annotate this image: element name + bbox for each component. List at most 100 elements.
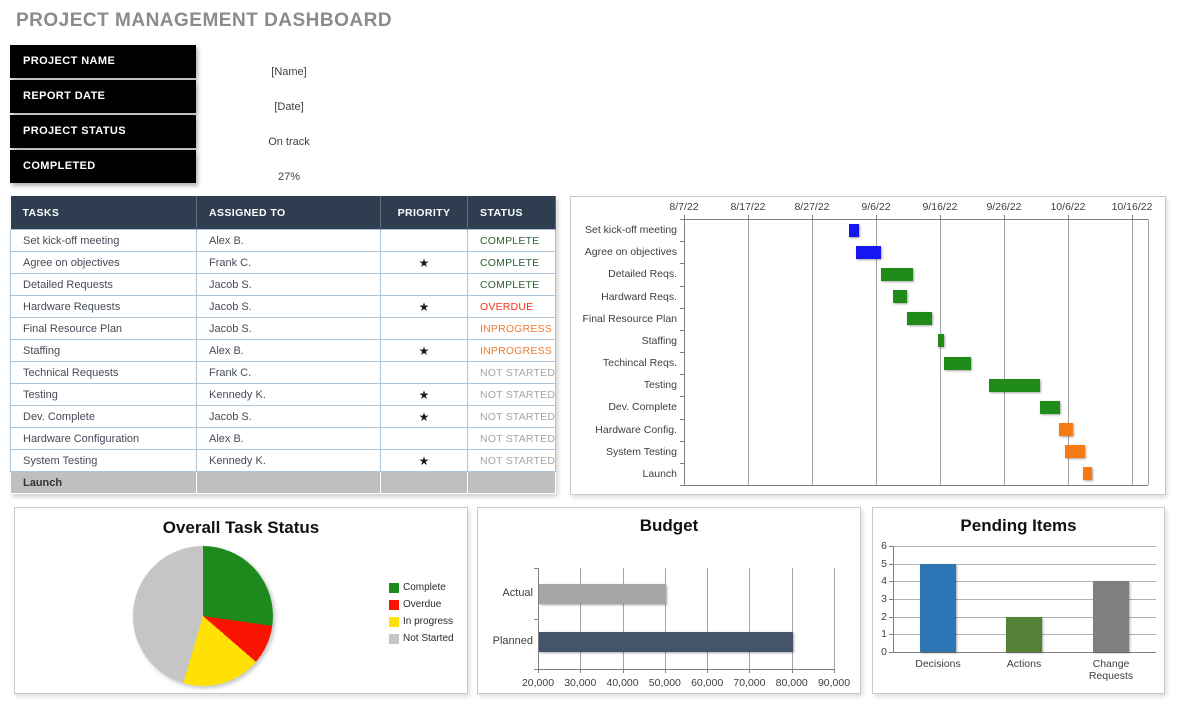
status-cell[interactable] <box>466 471 557 494</box>
gantt-gridline <box>876 219 877 485</box>
gantt-gridline <box>940 219 941 485</box>
priority-cell[interactable] <box>380 471 468 494</box>
assigned-cell[interactable]: Jacob S. <box>196 317 381 340</box>
gantt-y-tick <box>680 352 684 353</box>
budget-gridline <box>580 568 582 669</box>
budget-gridline <box>791 568 793 669</box>
status-cell[interactable]: COMPLETE <box>466 229 557 252</box>
task-cell[interactable]: System Testing <box>10 449 197 472</box>
gantt-date-label: 8/7/22 <box>669 201 699 213</box>
status-cell[interactable]: NOT STARTED <box>466 383 557 406</box>
priority-cell[interactable] <box>380 273 468 296</box>
gantt-chart-panel[interactable]: 8/7/22 8/17/22 8/27/22 9/6/22 9/16/22 9/26/22… <box>570 196 1166 495</box>
status-cell[interactable]: NOT STARTED <box>466 449 557 472</box>
pending-category-actions: Actions <box>1006 658 1042 670</box>
budget-tick-label: 70,000 <box>733 677 766 689</box>
task-cell[interactable]: Testing <box>10 383 197 406</box>
gantt-y-axis <box>684 219 685 485</box>
gantt-y-tick <box>680 219 684 220</box>
task-cell[interactable]: Detailed Requests <box>10 273 197 296</box>
budget-category-actual: Actual <box>502 587 533 599</box>
status-cell[interactable]: NOT STARTED <box>466 361 557 384</box>
task-cell[interactable]: Technical Requests <box>10 361 197 384</box>
assigned-cell[interactable]: Jacob S. <box>196 273 381 296</box>
task-cell[interactable]: Agree on objectives <box>10 251 197 274</box>
status-cell[interactable]: NOT STARTED <box>466 405 557 428</box>
status-cell[interactable]: INPROGRESS <box>466 317 557 340</box>
assigned-cell[interactable]: Alex B. <box>196 427 381 450</box>
task-cell[interactable]: Set kick-off meeting <box>10 229 197 252</box>
task-cell[interactable]: Staffing <box>10 339 197 362</box>
table-header-row: TASKS ASSIGNED TO PRIORITY STATUS <box>10 196 557 230</box>
legend-label: Not Started <box>403 633 454 644</box>
pending-y-label: 6 <box>881 540 887 552</box>
budget-x-tick <box>834 669 835 673</box>
assigned-cell[interactable]: Jacob S. <box>196 405 381 428</box>
task-cell[interactable]: Launch <box>10 471 197 494</box>
budget-tick-label: 30,000 <box>564 677 597 689</box>
task-cell[interactable]: Hardware Requests <box>10 295 197 318</box>
priority-cell[interactable] <box>380 361 468 384</box>
priority-cell[interactable]: ★ <box>380 251 468 274</box>
gantt-bar <box>881 267 914 281</box>
assigned-cell[interactable]: Kennedy K. <box>196 449 381 472</box>
budget-tick-label: 60,000 <box>691 677 724 689</box>
info-label: COMPLETED <box>23 160 96 172</box>
priority-cell[interactable]: ★ <box>380 339 468 362</box>
gantt-bar <box>855 245 882 259</box>
budget-chart-panel[interactable]: Budget Actual Planned 20,000 30,000 40,000… <box>477 507 861 694</box>
status-cell[interactable]: INPROGRESS <box>466 339 557 362</box>
project-status-value[interactable]: On track <box>268 136 310 148</box>
col-header-tasks: TASKS <box>10 196 197 230</box>
priority-cell[interactable]: ★ <box>380 383 468 406</box>
budget-tick-label: 40,000 <box>606 677 639 689</box>
assigned-cell[interactable]: Alex B. <box>196 229 381 252</box>
gantt-y-tick <box>680 396 684 398</box>
priority-cell[interactable]: ★ <box>380 405 468 428</box>
pending-y-label: 1 <box>881 628 887 641</box>
task-status-pie-panel[interactable]: Overall Task Status Complete Overdue In … <box>14 507 468 694</box>
report-date-value[interactable]: [Date] <box>274 101 304 113</box>
budget-y-tick <box>534 568 538 569</box>
info-label: PROJECT STATUS <box>23 125 126 137</box>
table-row: Set kick-off meeting Alex B. COMPLETE <box>10 229 557 252</box>
task-cell[interactable]: Dev. Complete <box>10 405 197 428</box>
priority-cell[interactable] <box>380 427 468 450</box>
gantt-y-tick <box>680 374 684 376</box>
status-cell[interactable]: COMPLETE <box>466 251 557 274</box>
gantt-gridline <box>1068 219 1069 485</box>
table-row: System Testing Kennedy K. ★ NOT STARTED <box>10 449 557 472</box>
priority-cell[interactable] <box>380 317 468 340</box>
task-cell[interactable]: Final Resource Plan <box>10 317 197 340</box>
priority-cell[interactable]: ★ <box>380 449 468 472</box>
assigned-cell[interactable]: Alex B. <box>196 339 381 362</box>
status-cell[interactable]: OVERDUE <box>466 295 557 318</box>
project-name-value[interactable]: [Name] <box>271 66 307 78</box>
info-label: REPORT DATE <box>23 90 106 102</box>
priority-cell[interactable] <box>380 229 468 252</box>
task-cell[interactable]: Hardware Configuration <box>10 427 197 450</box>
gantt-top-tick <box>684 215 685 219</box>
assigned-cell[interactable]: Kennedy K. <box>196 383 381 406</box>
assigned-cell[interactable] <box>196 471 381 494</box>
completed-value[interactable]: 27% <box>277 171 301 183</box>
pending-y-tick <box>889 599 893 600</box>
pending-y-label: 2 <box>881 610 887 623</box>
priority-cell[interactable]: ★ <box>380 295 468 318</box>
status-cell[interactable]: COMPLETE <box>466 273 557 296</box>
pending-gridline <box>893 581 1156 583</box>
gantt-top-tick <box>1068 215 1069 219</box>
legend-item: Complete <box>389 582 454 593</box>
assigned-cell[interactable]: Frank C. <box>196 361 381 384</box>
assigned-cell[interactable]: Frank C. <box>196 251 381 274</box>
budget-y-tick <box>534 669 538 670</box>
budget-x-tick <box>664 669 666 673</box>
assigned-cell[interactable]: Jacob S. <box>196 295 381 318</box>
budget-x-axis <box>538 669 834 670</box>
gantt-task-label: System Testing <box>605 445 677 458</box>
pending-items-chart-panel[interactable]: Pending Items Decisions Actions Change R… <box>872 507 1165 694</box>
legend-swatch-inprogress <box>389 616 399 627</box>
status-cell[interactable]: NOT STARTED <box>466 427 557 450</box>
pending-bar <box>1093 581 1129 652</box>
gantt-bottom-axis <box>684 485 1148 486</box>
